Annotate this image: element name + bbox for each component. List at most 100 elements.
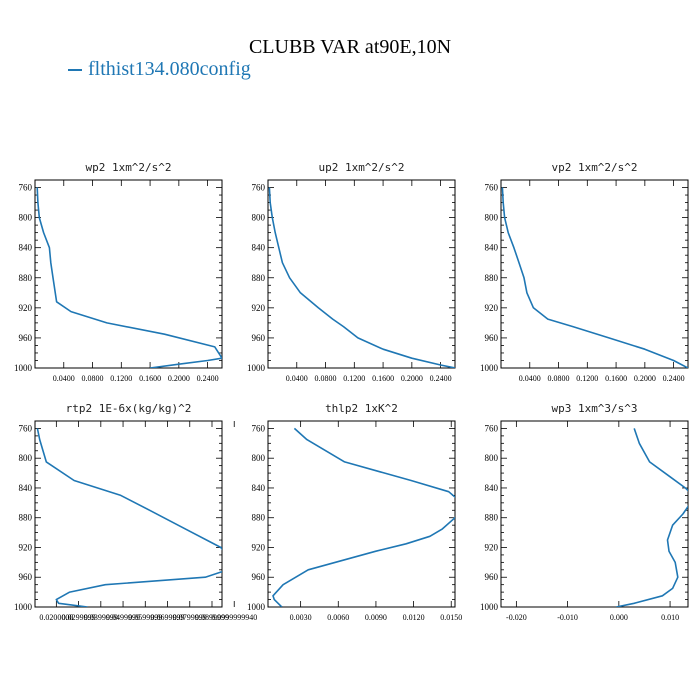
x-tick-label: 0.0800	[548, 374, 570, 383]
x-tick-label: -0.020	[506, 613, 527, 622]
x-tick-label: 0.1200	[576, 374, 598, 383]
x-tick-label: 0.2400	[663, 374, 685, 383]
y-tick-label: 880	[19, 273, 33, 283]
y-tick-label: 920	[19, 542, 33, 552]
panel-3: vp2 1xm^2/s^2 760 800 840 880 920 960 1000 0.040…	[480, 161, 689, 383]
y-tick-label: 1000	[480, 363, 499, 373]
y-tick-label: 800	[485, 453, 499, 463]
y-tick-label: 960	[485, 333, 499, 343]
x-tick-label: 0.0699999	[151, 613, 185, 622]
series-line	[616, 428, 688, 607]
panel-4: rtp2 1E-6x(kg/kg)^2 760 800 840 880 920 960 100…	[14, 402, 257, 622]
plot-frame	[500, 179, 689, 369]
y-tick-label: 1000	[14, 363, 33, 373]
series-line	[268, 187, 455, 368]
series-line	[501, 187, 688, 368]
panel-6: wp3 1xm^3/s^3 760 800 840 880 920 960 1000 -0.02…	[480, 402, 689, 622]
y-tick-label: 920	[19, 303, 33, 313]
chart-title: CLUBB VAR at90E,10N	[248, 36, 452, 58]
panel-title: wp2 1xm^2/s^2	[85, 161, 171, 174]
y-tick-label: 760	[19, 423, 33, 433]
series-line	[272, 427, 455, 607]
x-tick-label: 0.2000	[168, 374, 190, 383]
y-tick-label: 920	[252, 303, 266, 313]
y-tick-label: 1000	[247, 363, 266, 373]
y-tick-label: 1000	[247, 602, 266, 612]
y-tick-label: 880	[485, 513, 499, 523]
plot-frame	[500, 420, 689, 608]
y-tick-label: 920	[252, 542, 266, 552]
y-tick-label: 800	[252, 213, 266, 223]
x-tick-label: 0.0999999940	[211, 613, 257, 622]
plot-frame	[34, 420, 223, 608]
y-tick-label: 840	[485, 243, 499, 253]
y-tick-label: 760	[485, 423, 499, 433]
panel-title: vp2 1xm^2/s^2	[551, 161, 637, 174]
y-tick-label: 880	[252, 513, 266, 523]
x-tick-label: -0.010	[557, 613, 578, 622]
y-tick-label: 960	[252, 333, 266, 343]
panel-2: up2 1xm^2/s^2 760 800 840 880 920 960 1000 0.040…	[247, 161, 456, 383]
plot-frame	[267, 179, 456, 369]
y-tick-label: 960	[19, 572, 33, 582]
x-tick-label: 0.0499999	[106, 613, 140, 622]
panel-title: wp3 1xm^3/s^3	[551, 402, 637, 415]
y-tick-label: 800	[19, 453, 33, 463]
panel-5: thlp2 1xK^2 760 800 840 880 920 960 1000 0.0030 0…	[247, 402, 462, 622]
x-tick-label: 0.0899999	[195, 613, 229, 622]
x-tick-label: 0.1200	[110, 374, 132, 383]
plot-frame	[267, 420, 456, 608]
x-tick-label: 0.1200	[343, 374, 365, 383]
y-tick-label: 960	[485, 572, 499, 582]
x-tick-label: 0.2000	[401, 374, 423, 383]
series-line	[36, 187, 222, 368]
x-tick-label: 0.2400	[430, 374, 452, 383]
legend-label: flthist134.080config	[88, 58, 251, 80]
x-tick-label: 0.000	[610, 613, 628, 622]
y-tick-label: 800	[252, 453, 266, 463]
x-tick-label: 0.1600	[139, 374, 161, 383]
x-tick-label: 0.0299999	[62, 613, 96, 622]
y-tick-label: 920	[485, 303, 499, 313]
y-tick-label: 800	[485, 213, 499, 223]
y-tick-label: 880	[485, 273, 499, 283]
x-tick-label: 0.0800	[82, 374, 104, 383]
y-tick-label: 960	[19, 333, 33, 343]
panel-title: thlp2 1xK^2	[325, 402, 398, 415]
x-tick-label: 0.0120	[403, 613, 425, 622]
y-tick-label: 840	[485, 483, 499, 493]
x-tick-label: 0.0399999	[84, 613, 118, 622]
y-tick-label: 880	[252, 273, 266, 283]
y-tick-label: 920	[485, 542, 499, 552]
x-tick-label: 0.0599999	[128, 613, 162, 622]
y-tick-label: 1000	[14, 602, 33, 612]
y-tick-label: 760	[19, 183, 33, 193]
y-tick-label: 960	[252, 572, 266, 582]
y-tick-label: 840	[252, 483, 266, 493]
series-line	[36, 428, 222, 607]
y-tick-label: 880	[19, 513, 33, 523]
panel-1: wp2 1xm^2/s^2 760 800 840 880 920 960 1000 0.040…	[14, 161, 223, 383]
x-tick-label: 0.0030	[290, 613, 312, 622]
x-tick-label: 0.0060	[327, 613, 349, 622]
x-tick-label: 0.0150	[440, 613, 462, 622]
y-tick-label: 840	[252, 243, 266, 253]
panel-title: rtp2 1E-6x(kg/kg)^2	[66, 402, 192, 415]
x-tick-label: 0.0400	[53, 374, 75, 383]
x-tick-label: 0.0400	[286, 374, 308, 383]
x-tick-label: 0.010	[661, 613, 679, 622]
x-tick-label: 0.2000	[634, 374, 656, 383]
y-tick-label: 760	[252, 423, 266, 433]
x-tick-label: 0.0799999	[173, 613, 207, 622]
y-tick-label: 760	[485, 183, 499, 193]
x-tick-label: 0.1600	[372, 374, 394, 383]
x-tick-label: 0.0400	[519, 374, 541, 383]
x-tick-label: 0.0090	[365, 613, 387, 622]
legend-swatch	[68, 69, 82, 72]
y-tick-label: 800	[19, 213, 33, 223]
y-tick-label: 1000	[480, 602, 499, 612]
x-tick-label: 0.2400	[197, 374, 219, 383]
y-tick-label: 840	[19, 483, 33, 493]
panel-title: up2 1xm^2/s^2	[318, 161, 404, 174]
